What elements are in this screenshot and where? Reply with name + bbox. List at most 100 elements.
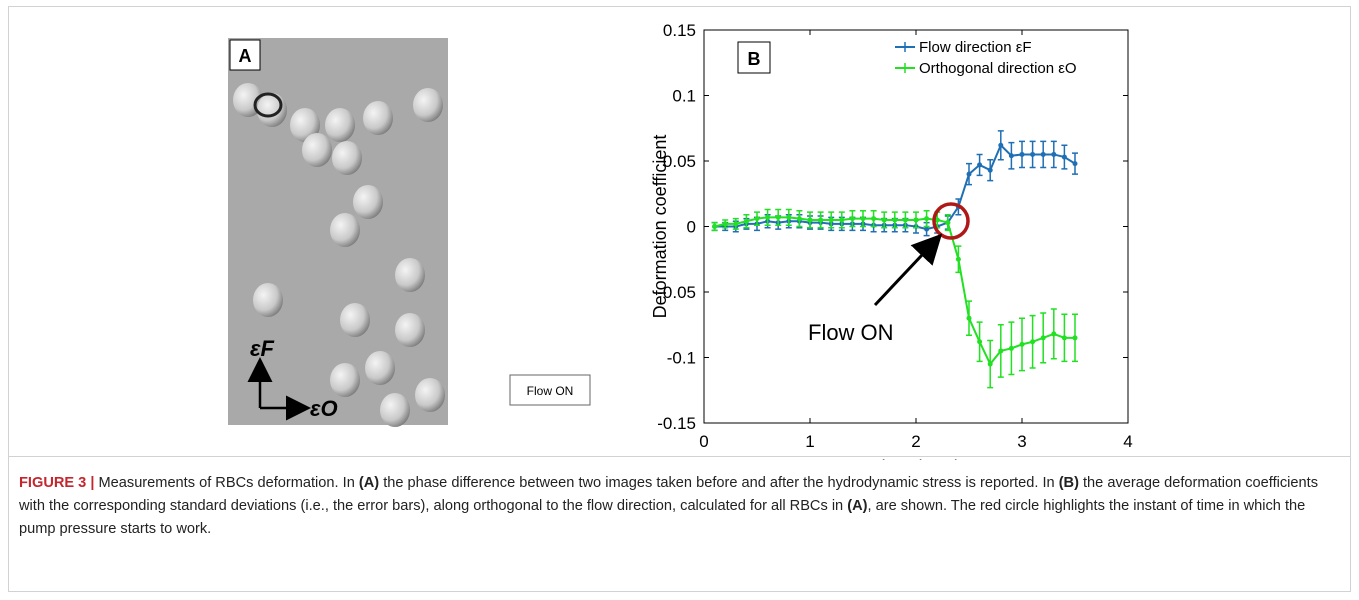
data-point [765, 214, 771, 220]
caption-run: , are shown. The red circle highlights t… [19, 498, 1306, 537]
panel-label: B [748, 49, 761, 69]
data-point [1019, 341, 1025, 347]
data-point [1040, 151, 1046, 157]
data-point [881, 217, 887, 223]
y-tick-label: 0.15 [663, 21, 696, 40]
data-point [1051, 151, 1057, 157]
red-blood-cell [257, 93, 287, 127]
data-point [998, 142, 1004, 148]
red-blood-cell [363, 101, 393, 135]
data-point [955, 256, 961, 262]
caption-run: (A) [847, 498, 868, 514]
caption-run: Measurements of RBCs deformation. In [94, 475, 359, 491]
data-point [828, 217, 834, 223]
data-point [860, 216, 866, 222]
data-point [945, 220, 951, 226]
data-point [892, 217, 898, 223]
data-point [966, 315, 972, 321]
caption-run: (B) [1058, 475, 1079, 491]
y-tick-label: -0.15 [657, 414, 696, 433]
data-point [1030, 151, 1036, 157]
data-point [743, 218, 749, 224]
legend-label: Flow direction εF [919, 39, 1032, 56]
data-point [839, 217, 845, 223]
data-point [1061, 154, 1067, 160]
red-blood-cell [353, 185, 383, 219]
flow-label: Flow ON [527, 384, 574, 398]
x-tick-label: 0 [699, 432, 708, 451]
red-blood-cell [365, 351, 395, 385]
data-point [1072, 161, 1078, 167]
data-point [1008, 153, 1014, 159]
data-point [966, 171, 972, 177]
y-axis-label: Deformation coefficient [650, 135, 670, 319]
annotation-arrow [873, 233, 943, 307]
axis-symbol: εO [310, 396, 338, 421]
red-blood-cell [380, 393, 410, 427]
caption-run: the average deformation coefficients wit… [19, 475, 1319, 514]
data-point [902, 217, 908, 223]
caption: FIGURE 3 | Measurements of RBCs deformat… [19, 472, 1344, 541]
figure: A εF εO Flow ON -0.15 -0.1 -0.05 0 0.05 0.1 0.… [228, 21, 1133, 460]
red-blood-cell [253, 283, 283, 317]
data-point [913, 217, 919, 223]
separator [9, 456, 1350, 457]
y-tick-label: 0 [687, 218, 696, 237]
data-point [1030, 339, 1036, 345]
data-point [924, 226, 930, 232]
red-blood-cell [330, 363, 360, 397]
flow-box [509, 374, 591, 406]
data-point [796, 216, 802, 222]
axis-symbol: εF [250, 336, 275, 361]
data-point [987, 167, 993, 173]
panel-b: -0.15 -0.1 -0.05 0 0.05 0.1 0.15 0 1 2 3 4 Time (sec… [650, 21, 1133, 460]
data-point [1008, 345, 1014, 351]
data-point [998, 348, 1004, 354]
x-tick-label: 1 [805, 432, 814, 451]
data-point [712, 224, 718, 229]
x-tick-label: 3 [1017, 432, 1026, 451]
red-blood-cell [415, 378, 445, 412]
data-point [818, 217, 824, 223]
y-tick-label: 0.05 [663, 152, 696, 171]
legend-label: Orthogonal direction εO [919, 60, 1077, 77]
data-point [1051, 331, 1057, 337]
annotation: Flow ON [808, 320, 894, 345]
x-axis-label: Time (sec.) [871, 457, 960, 460]
data-point [722, 221, 728, 227]
y-tick-label: -0.1 [667, 349, 696, 368]
data-point [987, 361, 993, 367]
panel-label-box [737, 41, 771, 74]
data-point [871, 216, 877, 222]
data-point [786, 214, 792, 220]
red-blood-cell [332, 141, 362, 175]
data-point [977, 162, 983, 168]
red-blood-cell [395, 258, 425, 292]
data-point [849, 216, 855, 222]
caption-run: the phase difference between two images … [379, 475, 1059, 491]
red-blood-cell [253, 92, 283, 118]
data-point [934, 217, 940, 223]
data-point [1019, 151, 1025, 157]
red-blood-cell [325, 108, 355, 142]
caption-run: (A) [358, 475, 380, 491]
data-point [733, 221, 739, 227]
series-line [714, 216, 1075, 366]
red-blood-cell [302, 133, 332, 167]
x-tick-label: 4 [1123, 432, 1132, 451]
red-blood-cell [395, 313, 425, 347]
red-blood-cell [340, 303, 370, 337]
data-point [775, 214, 781, 220]
data-point [754, 216, 760, 222]
red-blood-cell [330, 213, 360, 247]
panel-label: A [239, 46, 252, 66]
caption-run: FIGURE 3 | [19, 475, 95, 491]
figure-frame [8, 6, 1351, 592]
y-tick-label: -0.05 [657, 283, 696, 302]
highlight-circle [932, 202, 970, 240]
panel-label-box [229, 39, 261, 71]
y-tick-label: 0.1 [672, 87, 696, 106]
data-point [807, 217, 813, 223]
data-point [1072, 335, 1078, 341]
